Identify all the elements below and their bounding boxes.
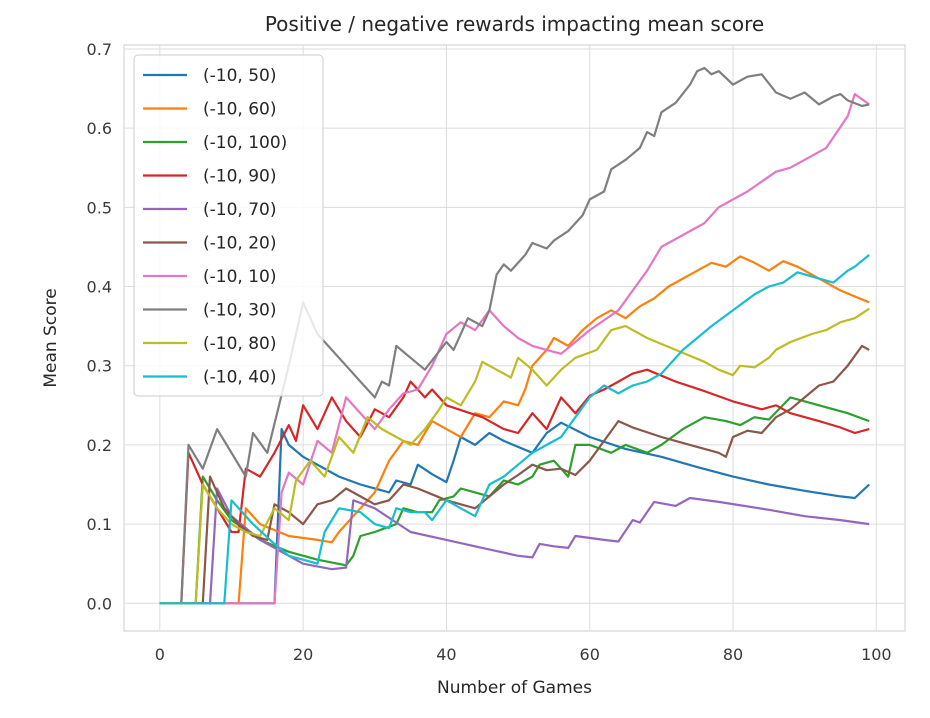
legend-label: (-10, 10)	[203, 267, 276, 287]
legend-label: (-10, 30)	[203, 301, 276, 321]
legend-label: (-10, 90)	[203, 167, 276, 187]
legend-label: (-10, 60)	[203, 100, 276, 120]
y-tick-label: 0.1	[87, 515, 112, 534]
chart-title: Positive / negative rewards impacting me…	[265, 12, 764, 36]
series-line-0	[159, 421, 870, 605]
legend-label: (-10, 40)	[203, 368, 276, 388]
x-tick-label: 0	[155, 645, 165, 664]
tick-labels: 0 20 40 60 80 100 0.0 0.1 0.2 0.3 0.4 0.5 0.6 0.7	[87, 40, 892, 664]
series-lines	[159, 66, 870, 605]
legend-label: (-10, 80)	[203, 334, 276, 354]
legend-label: (-10, 70)	[203, 200, 276, 220]
x-tick-label: 20	[293, 645, 313, 664]
legend-label: (-10, 100)	[203, 133, 287, 153]
y-tick-label: 0.4	[87, 278, 112, 297]
y-axis-label: Mean Score	[41, 288, 61, 387]
series-line-3	[159, 368, 870, 605]
legend-label: (-10, 50)	[203, 66, 276, 86]
y-tick-label: 0.0	[87, 594, 112, 613]
y-tick-label: 0.6	[87, 119, 112, 138]
series-line-1	[159, 255, 870, 605]
x-tick-label: 100	[861, 645, 892, 664]
x-axis-label: Number of Games	[437, 678, 592, 698]
x-tick-label: 60	[580, 645, 600, 664]
x-tick-label: 80	[723, 645, 743, 664]
series-line-9	[159, 254, 870, 605]
y-tick-label: 0.7	[87, 40, 112, 59]
y-tick-label: 0.5	[87, 198, 112, 217]
x-tick-label: 40	[436, 645, 456, 664]
y-tick-label: 0.2	[87, 436, 112, 455]
legend: (-10, 50) (-10, 60) (-10, 100) (-10, 90) (-1…	[133, 54, 324, 397]
series-line-6	[159, 92, 870, 605]
series-line-8	[159, 307, 870, 605]
legend-box	[133, 54, 324, 397]
y-tick-label: 0.3	[87, 357, 112, 376]
legend-label: (-10, 20)	[203, 234, 276, 254]
